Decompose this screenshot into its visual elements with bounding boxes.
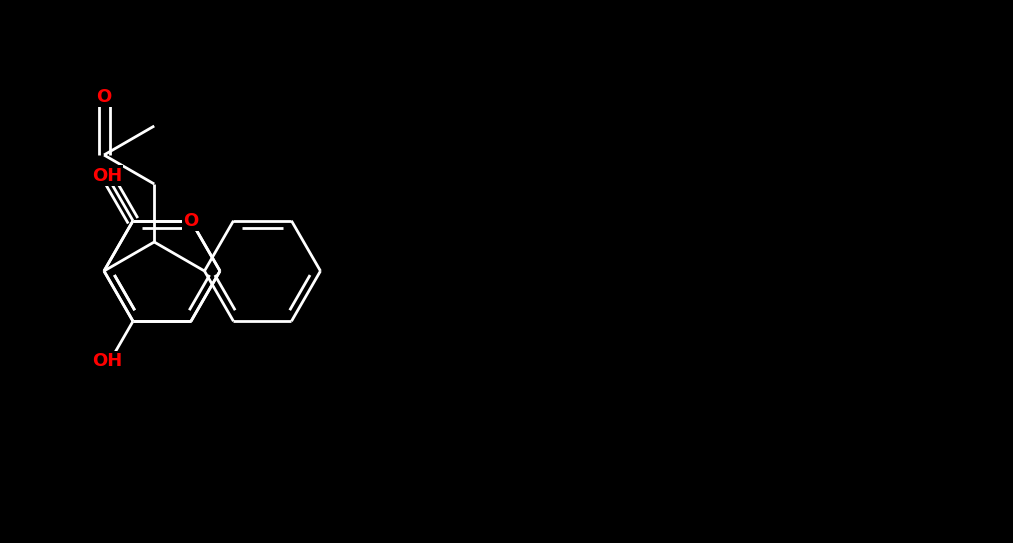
Text: OH: OH — [92, 167, 122, 185]
Text: O: O — [183, 212, 199, 230]
Text: O: O — [99, 167, 114, 185]
Text: OH: OH — [92, 352, 122, 370]
Text: O: O — [96, 88, 111, 106]
